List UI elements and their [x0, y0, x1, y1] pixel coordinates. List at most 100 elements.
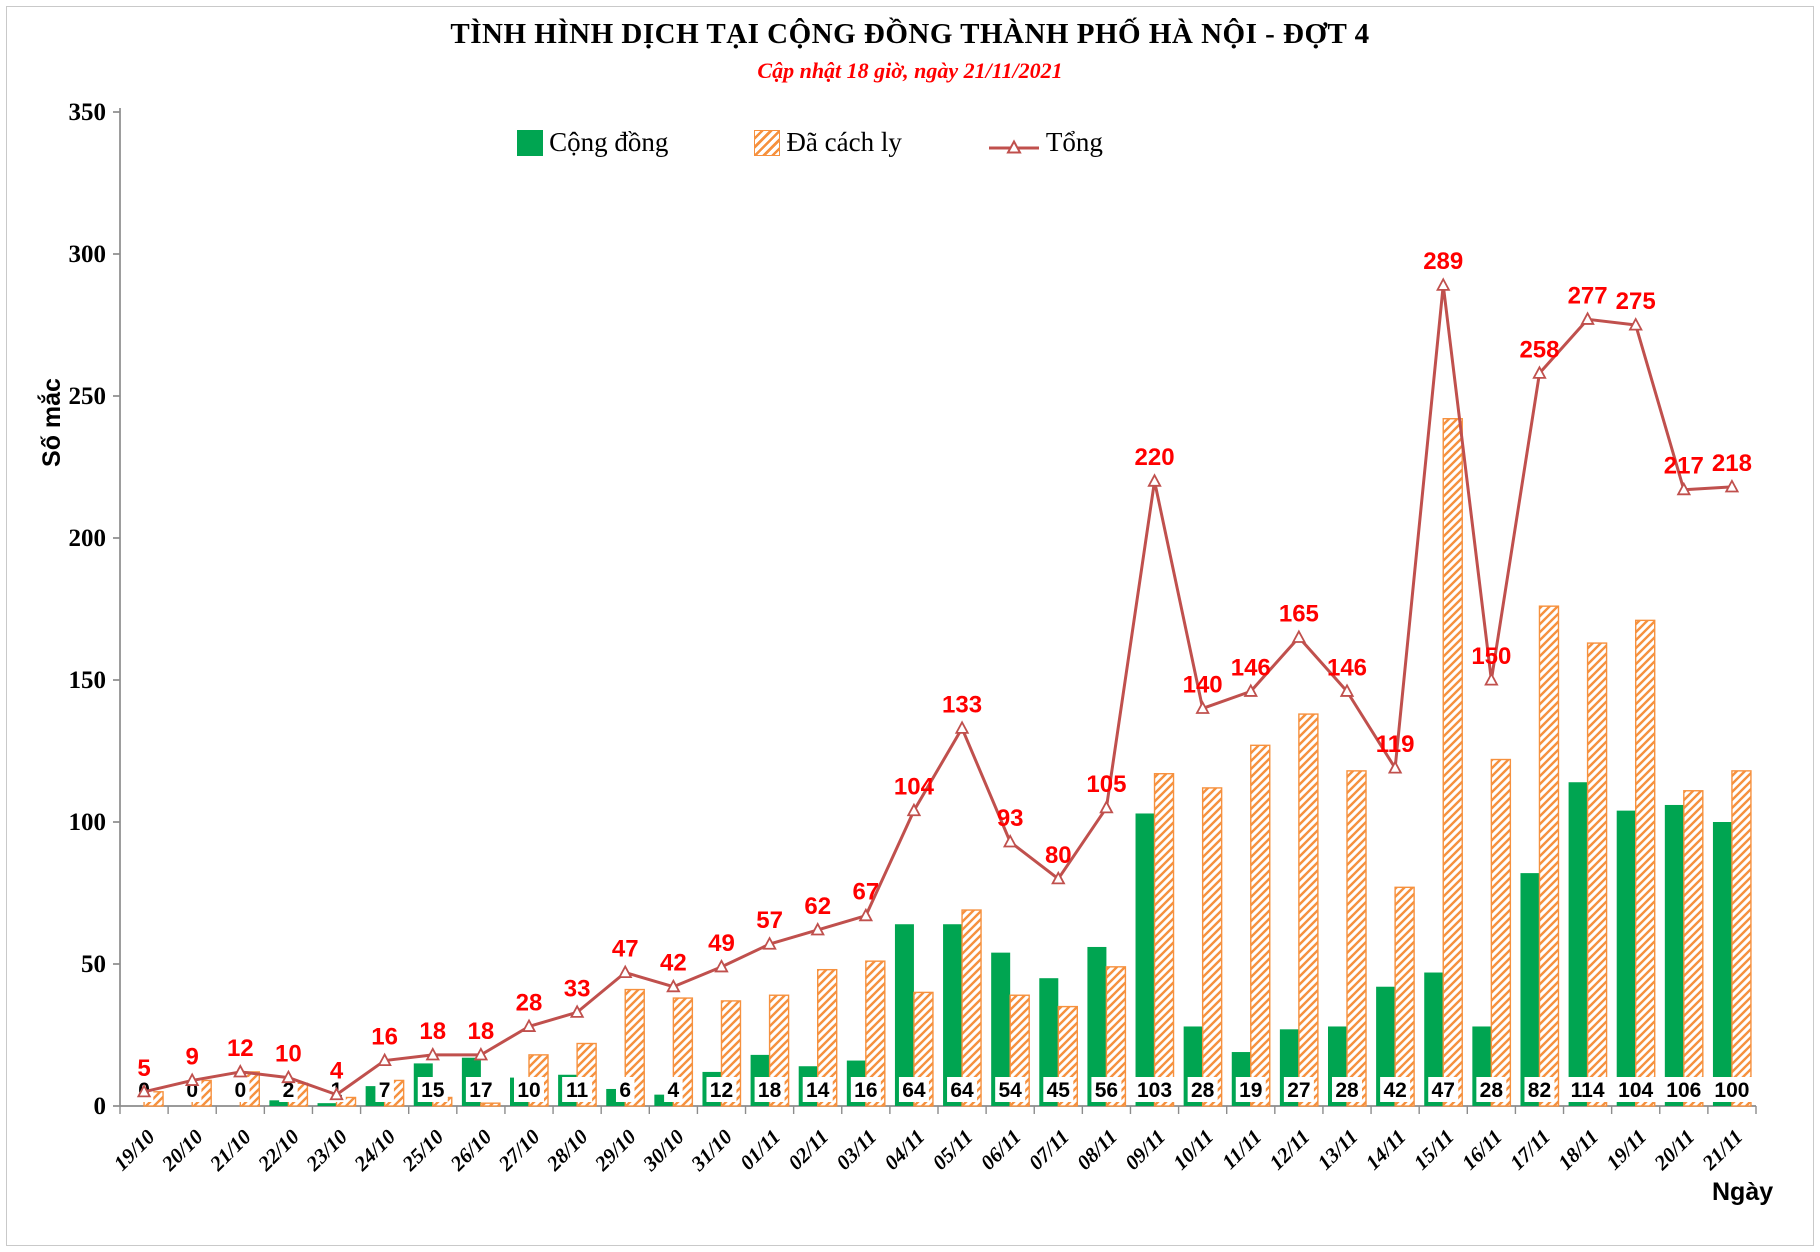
- bar-value-label: 15: [421, 1079, 445, 1102]
- total-value-label: 105: [1086, 771, 1126, 798]
- total-marker: [810, 922, 825, 936]
- total-value-label: 49: [708, 930, 735, 957]
- bar-value-label: 82: [1528, 1079, 1551, 1102]
- bar-quarantined: [1683, 790, 1704, 1107]
- bar-value-label: 12: [710, 1079, 733, 1102]
- bar-value-label-bg: [279, 1077, 298, 1102]
- x-tick-label: 02/11: [783, 1125, 833, 1175]
- total-marker: [569, 1004, 585, 1018]
- x-tick-label: 17/11: [1505, 1125, 1555, 1175]
- bar-value-label: 45: [1047, 1079, 1071, 1102]
- total-marker: [618, 964, 633, 979]
- total-marker: [1628, 317, 1643, 331]
- legend-label-da-cach-ly: Đã cách ly: [786, 127, 902, 157]
- chart-title: TÌNH HÌNH DỊCH TẠI CỘNG ĐỒNG THÀNH PHỐ H…: [450, 18, 1370, 50]
- bar-value-label-bg: [514, 1077, 544, 1102]
- x-tick-label: 27/10: [493, 1124, 545, 1176]
- total-value-label: 104: [894, 774, 935, 801]
- bar-value-label: 11: [566, 1079, 589, 1102]
- total-line: [143, 283, 1733, 1097]
- total-marker: [1387, 760, 1403, 774]
- bar-value-label: 28: [1480, 1079, 1504, 1102]
- total-marker: [1051, 870, 1066, 885]
- bar-quarantined: [817, 968, 838, 1107]
- x-tick-label: 16/11: [1457, 1125, 1507, 1175]
- x-tick-label: 03/11: [831, 1125, 881, 1175]
- total-value-label: 258: [1519, 336, 1559, 363]
- x-tick-label: 19/10: [109, 1124, 160, 1175]
- legend-label-cong-dong: Cộng đồng: [549, 127, 669, 157]
- y-tick-label: 50: [81, 951, 106, 978]
- y-tick-label: 150: [69, 667, 107, 694]
- total-marker: [1532, 365, 1547, 379]
- total-marker: [377, 1052, 392, 1067]
- bar-value-label: 19: [1239, 1079, 1262, 1102]
- total-marker: [281, 1069, 296, 1084]
- bar-value-label-bg: [1091, 1077, 1122, 1102]
- total-marker: [1099, 799, 1114, 814]
- x-tick-label: 31/10: [685, 1124, 737, 1176]
- x-tick-label: 12/11: [1264, 1125, 1314, 1175]
- total-value-label: 47: [612, 936, 639, 963]
- bar-value-label: 64: [902, 1079, 926, 1102]
- bar-quarantined: [1586, 642, 1608, 1107]
- bar-value-label: 47: [1432, 1079, 1455, 1102]
- bar-community: [1087, 946, 1107, 1106]
- x-tick-label: 18/11: [1553, 1125, 1603, 1175]
- chart-subtitle: Cập nhật 18 giờ, ngày 21/11/2021: [757, 58, 1063, 83]
- bar-value-label-bg: [1332, 1077, 1362, 1102]
- bar-value-label: 0: [234, 1079, 246, 1102]
- y-tick-label: 100: [69, 809, 107, 836]
- y-tick-label: 250: [69, 383, 107, 410]
- total-value-label: 218: [1712, 450, 1752, 477]
- bar-quarantined: [961, 909, 982, 1107]
- bar-value-label: 6: [619, 1079, 631, 1102]
- bar-value-label-bg: [1187, 1077, 1218, 1102]
- bar-value-label-bg: [465, 1077, 496, 1102]
- bar-quarantined: [865, 960, 886, 1107]
- legend-item-da-cach-ly: Đã cách ly: [754, 127, 902, 158]
- bar-value-label-bg: [898, 1077, 929, 1102]
- total-value-label: 277: [1568, 282, 1608, 309]
- total-marker: [1243, 683, 1258, 697]
- total-marker: [136, 1083, 152, 1098]
- bar-quarantined: [1731, 770, 1752, 1107]
- y-tick-label: 200: [69, 525, 107, 552]
- x-tick-label: 04/11: [879, 1125, 929, 1175]
- bar-value-label: 42: [1383, 1079, 1406, 1102]
- x-tick-label: 10/11: [1168, 1125, 1218, 1175]
- x-tick-label: 21/10: [204, 1124, 256, 1176]
- bar-value-label-bg: [1235, 1077, 1266, 1102]
- bar-value-label-bg: [1663, 1077, 1705, 1102]
- total-value-label: 150: [1471, 643, 1511, 670]
- x-tick-label: 19/11: [1601, 1125, 1651, 1175]
- bar-value-label-bg: [562, 1077, 593, 1102]
- total-marker: [184, 1072, 200, 1086]
- bar-value-label-bg: [995, 1077, 1026, 1102]
- total-value-label: 93: [997, 805, 1024, 832]
- bar-value-label-bg: [1476, 1077, 1507, 1102]
- total-marker: [1195, 700, 1210, 714]
- total-value-label: 12: [227, 1035, 254, 1062]
- bar-value-label: 56: [1095, 1079, 1118, 1102]
- quarantine-swatch-icon: [754, 129, 781, 156]
- bar-quarantined: [1394, 886, 1415, 1107]
- total-value-label: 220: [1135, 444, 1175, 471]
- bar-value-label-bg: [231, 1077, 250, 1102]
- bar-value-label-bg: [1380, 1077, 1411, 1102]
- x-tick-label: 24/10: [349, 1124, 401, 1176]
- x-tick-label: 01/11: [735, 1125, 785, 1175]
- total-value-label: 165: [1279, 600, 1319, 627]
- x-tick-label: 11/11: [1217, 1125, 1266, 1174]
- bar-quarantined: [1201, 787, 1223, 1107]
- total-marker: [233, 1064, 248, 1078]
- bar-value-label: 28: [1191, 1079, 1215, 1102]
- bar-quarantined: [1346, 770, 1367, 1107]
- bar-community: [1616, 810, 1636, 1106]
- x-tick-label: 07/11: [1024, 1125, 1074, 1175]
- x-tick-label: 23/10: [301, 1124, 353, 1176]
- x-tick-label: 05/11: [928, 1125, 978, 1175]
- legend-item-tong: Tổng: [988, 127, 1103, 158]
- total-marker: [1676, 481, 1692, 496]
